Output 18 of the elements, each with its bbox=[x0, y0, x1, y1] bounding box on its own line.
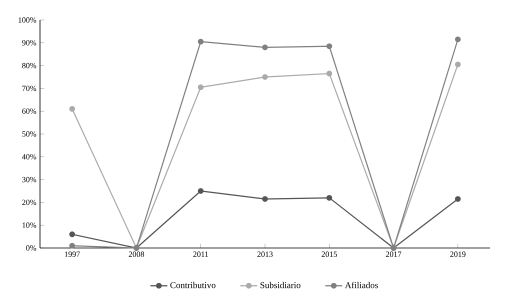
legend-label: Contributivo bbox=[170, 282, 216, 288]
legend-label: Subsidiario bbox=[260, 282, 300, 288]
point bbox=[262, 196, 268, 202]
point bbox=[326, 43, 332, 50]
point bbox=[326, 70, 332, 76]
point bbox=[262, 74, 268, 80]
point bbox=[454, 196, 461, 202]
point bbox=[69, 242, 76, 249]
point bbox=[198, 84, 204, 90]
point bbox=[454, 62, 461, 68]
point bbox=[198, 38, 204, 45]
point bbox=[326, 194, 332, 201]
point bbox=[262, 44, 268, 50]
point bbox=[69, 106, 76, 112]
point bbox=[198, 188, 204, 194]
legend-label: Afiliados bbox=[344, 282, 378, 288]
point bbox=[69, 231, 76, 238]
point bbox=[454, 36, 461, 42]
